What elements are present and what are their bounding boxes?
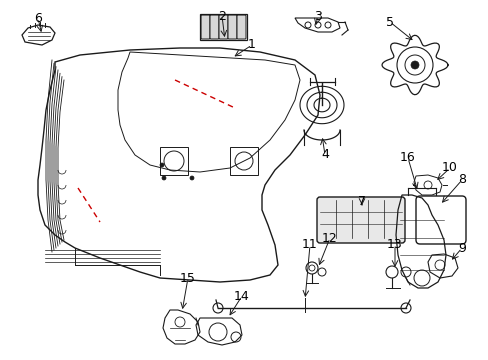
- Text: 8: 8: [457, 174, 465, 186]
- Circle shape: [162, 176, 165, 180]
- Circle shape: [410, 61, 418, 69]
- Text: 11: 11: [302, 238, 317, 252]
- Bar: [160, 147, 187, 175]
- Circle shape: [190, 176, 194, 180]
- FancyBboxPatch shape: [201, 15, 209, 39]
- Bar: [200, 14, 246, 40]
- Text: 3: 3: [313, 9, 321, 22]
- FancyBboxPatch shape: [316, 197, 404, 243]
- FancyBboxPatch shape: [219, 15, 227, 39]
- Text: 13: 13: [386, 238, 402, 252]
- Text: 5: 5: [385, 15, 393, 28]
- Text: 12: 12: [322, 231, 337, 244]
- Text: 16: 16: [399, 152, 415, 165]
- Text: 10: 10: [441, 162, 457, 175]
- FancyBboxPatch shape: [227, 15, 237, 39]
- FancyBboxPatch shape: [237, 15, 245, 39]
- Text: 1: 1: [247, 39, 255, 51]
- Text: 14: 14: [234, 289, 249, 302]
- Text: 6: 6: [34, 12, 42, 24]
- Text: 15: 15: [180, 271, 196, 284]
- Text: 7: 7: [357, 195, 365, 208]
- FancyBboxPatch shape: [209, 15, 219, 39]
- Text: 4: 4: [321, 148, 328, 162]
- Text: 2: 2: [218, 9, 225, 22]
- Circle shape: [160, 163, 163, 167]
- Text: 9: 9: [457, 242, 465, 255]
- Bar: [229, 147, 258, 175]
